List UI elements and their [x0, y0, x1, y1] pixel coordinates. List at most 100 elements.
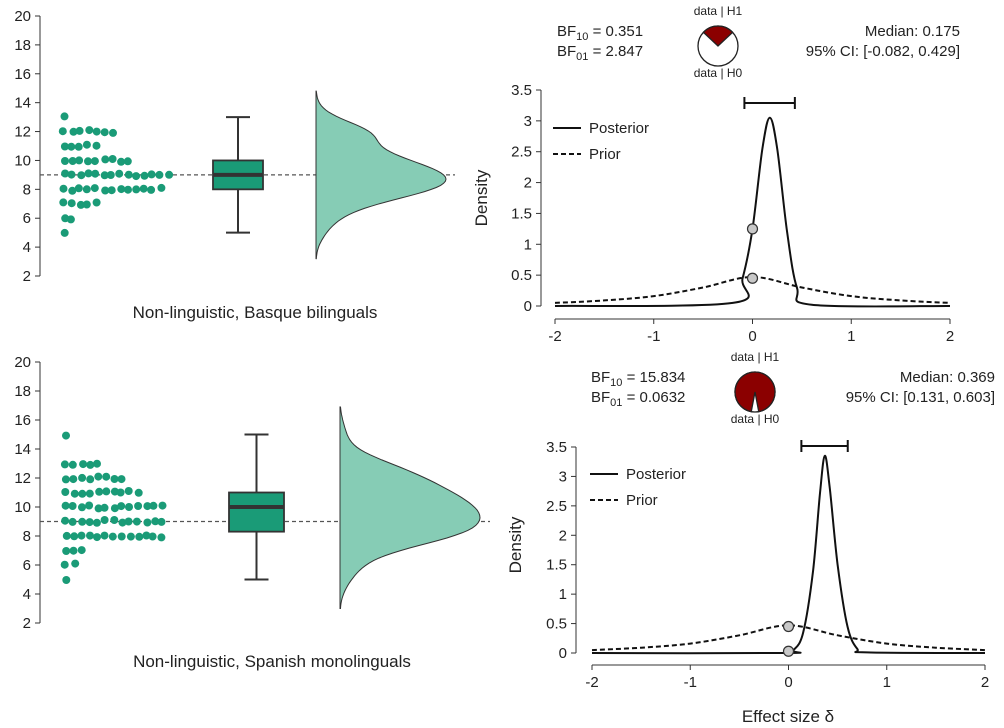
y-tick-label: 8: [23, 181, 31, 198]
x-tick-label: -1: [684, 674, 697, 691]
data-point: [93, 459, 101, 468]
data-point: [135, 532, 144, 541]
y-tick-label: 6: [23, 210, 31, 227]
data-point: [70, 489, 79, 498]
data-point: [125, 503, 133, 511]
data-point: [115, 169, 124, 178]
raincloud-basque: Non-linguistic, Basque bilinguals 2 4 6 8 10…: [14, 8, 455, 322]
data-point: [66, 215, 75, 224]
y-tick-label: 4: [23, 239, 31, 256]
data-point: [84, 157, 92, 166]
data-point: [126, 532, 135, 541]
data-point: [147, 170, 156, 179]
y-tick-label: 0.5: [546, 616, 567, 633]
median-text-bottom: Median: 0.369: [900, 369, 995, 386]
data-point: [100, 516, 109, 524]
x-tick-label: 0: [748, 328, 756, 345]
data-point: [157, 517, 166, 526]
y-tick-label: 0: [524, 298, 532, 315]
data-point: [68, 460, 77, 469]
data-point: [68, 157, 77, 165]
data-point: [91, 169, 100, 178]
data-point: [60, 460, 69, 469]
y-tick-label: 12: [14, 124, 31, 141]
y-tick-label: 0: [559, 645, 567, 662]
legend-label-posterior: Posterior: [626, 466, 686, 483]
data-point: [60, 112, 69, 121]
data-point: [85, 501, 94, 510]
data-point: [101, 186, 110, 195]
data-point: [147, 185, 156, 194]
y-tick-label: 2: [23, 268, 31, 285]
data-point: [106, 171, 115, 179]
data-point: [117, 532, 126, 541]
y-tick-label: 10: [14, 152, 31, 169]
median-text-top: Median: 0.175: [865, 23, 960, 40]
raincloud-spanish-title: Non-linguistic, Spanish monolinguals: [133, 652, 411, 671]
data-point: [134, 488, 143, 497]
data-point: [61, 157, 69, 165]
data-point: [82, 200, 91, 209]
x-axis-label-bottom: Effect size δ: [742, 707, 834, 726]
data-point: [108, 155, 117, 163]
y-tick-label: 0.5: [511, 267, 532, 284]
y-tick-label: 2.5: [511, 144, 532, 161]
data-point: [59, 198, 68, 207]
data-point: [62, 576, 71, 584]
data-point: [158, 501, 167, 510]
data-point: [75, 156, 84, 165]
data-point: [132, 185, 141, 194]
data-point: [69, 475, 78, 484]
data-point: [157, 183, 166, 192]
y-tick-label: 16: [14, 66, 31, 83]
x-tick-label: -1: [647, 328, 660, 345]
y-tick-label: 2: [524, 175, 532, 192]
ci-text-bottom: 95% CI: [0.131, 0.603]: [846, 389, 995, 406]
data-point: [69, 546, 78, 555]
data-point: [142, 531, 151, 540]
legend-label-prior: Prior: [589, 146, 621, 163]
data-point: [78, 489, 87, 498]
data-point: [85, 489, 94, 498]
data-point: [76, 200, 85, 209]
data-point: [67, 142, 76, 151]
data-point: [117, 185, 126, 194]
data-point: [77, 171, 86, 180]
density-cloud: [315, 90, 447, 260]
data-point: [110, 475, 119, 483]
data-point: [61, 501, 70, 510]
data-point: [67, 199, 76, 208]
data-point: [68, 517, 77, 526]
data-point: [68, 186, 77, 195]
y-tick-label: 1: [524, 236, 532, 253]
bf01-text-top: BF01 = 2.847: [557, 43, 643, 63]
y-tick-label: 1.5: [546, 557, 567, 574]
data-point: [71, 559, 80, 568]
data-point: [85, 126, 94, 135]
density-cloud: [339, 406, 481, 609]
data-point: [124, 170, 133, 179]
prior-posterior-top: BF10 = 0.351 BF01 = 2.847 data | H1 data…: [472, 4, 960, 345]
data-point: [82, 140, 91, 149]
density-point-at-zero: [782, 645, 795, 657]
data-point: [116, 488, 125, 497]
ci-text-top: 95% CI: [-0.082, 0.429]: [806, 43, 960, 60]
data-point: [77, 546, 86, 555]
data-point: [143, 502, 152, 511]
y-tick-label: 20: [14, 354, 31, 371]
data-point: [94, 504, 103, 513]
data-point: [149, 501, 158, 510]
y-tick-label: 14: [14, 441, 31, 458]
data-point: [110, 516, 119, 524]
data-point: [109, 128, 117, 137]
y-axis-label-top: Density: [472, 169, 491, 226]
data-point: [108, 532, 117, 541]
x-tick-label: 1: [883, 674, 891, 691]
data-point: [100, 531, 109, 540]
y-tick-label: 12: [14, 470, 31, 487]
density-point-at-zero: [746, 223, 759, 235]
data-point: [100, 128, 109, 137]
x-tick-label: -2: [548, 328, 561, 345]
data-point: [85, 518, 94, 527]
